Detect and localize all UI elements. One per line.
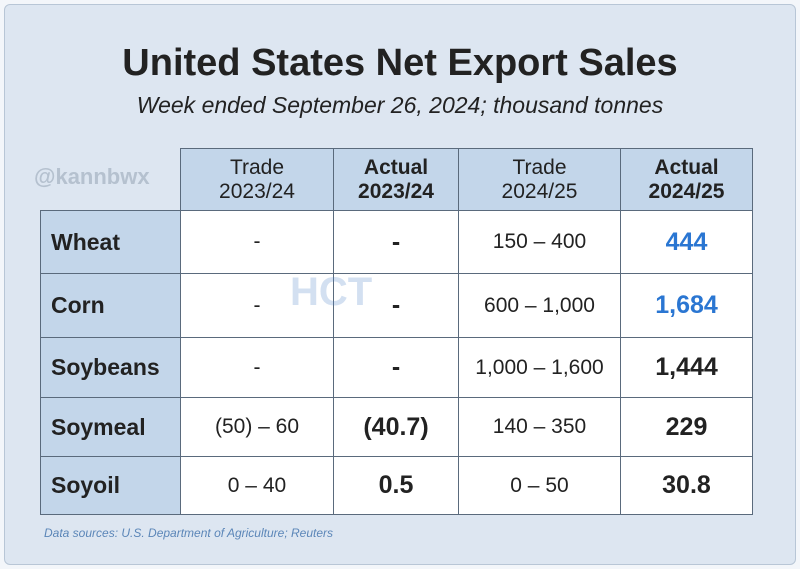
header-line: 2024/25	[648, 179, 725, 203]
table-cell: 140 – 350	[458, 397, 621, 457]
title: United States Net Export Sales	[122, 42, 678, 84]
row-label: Soymeal	[40, 397, 181, 457]
column-header: Trade 2024/25	[458, 148, 621, 211]
header-line: Trade	[512, 155, 567, 179]
handle-watermark: @kannbwx	[34, 164, 150, 189]
table-cell: 30.8	[620, 456, 753, 515]
table-cell: (40.7)	[333, 397, 459, 457]
logo-watermark: HCT	[290, 270, 373, 314]
table-cell: 0 – 40	[180, 456, 334, 515]
row-label: Soyoil	[40, 456, 181, 515]
table-cell: 600 – 1,000	[458, 273, 621, 338]
table-cell: -	[333, 337, 459, 398]
table-cell: -	[333, 210, 459, 274]
table-cell: 150 – 400	[458, 210, 621, 274]
table-cell: 229	[620, 397, 753, 457]
table-cell: 0 – 50	[458, 456, 621, 515]
header-line: 2023/24	[358, 179, 434, 203]
table-cell: 1,684	[620, 273, 753, 338]
table-cell: -	[333, 273, 459, 338]
row-label: Wheat	[40, 210, 181, 274]
header-line: Trade	[229, 155, 285, 179]
header-line: Actual	[363, 155, 429, 179]
table-cell: -	[180, 337, 334, 398]
column-header: Actual 2023/24	[333, 148, 459, 211]
header-line: Actual	[654, 155, 719, 179]
table-cell: 0.5	[333, 456, 459, 515]
subtitle: Week ended September 26, 2024; thousand …	[136, 92, 664, 118]
table-cell: 1,444	[620, 337, 753, 398]
row-label: Corn	[40, 273, 181, 338]
table-cell: 1,000 – 1,600	[458, 337, 621, 398]
table-cell: -	[180, 273, 334, 338]
column-header: Actual 2024/25	[620, 148, 753, 211]
column-header: Trade 2023/24	[180, 148, 334, 211]
header-line: 2023/24	[219, 179, 295, 203]
table-cell: -	[180, 210, 334, 274]
row-label: Soybeans	[40, 337, 181, 398]
header-line: 2024/25	[501, 179, 578, 203]
table-cell: 444	[620, 210, 753, 274]
source-note: Data sources: U.S. Department of Agricul…	[44, 526, 334, 540]
table-cell: (50) – 60	[180, 397, 334, 457]
